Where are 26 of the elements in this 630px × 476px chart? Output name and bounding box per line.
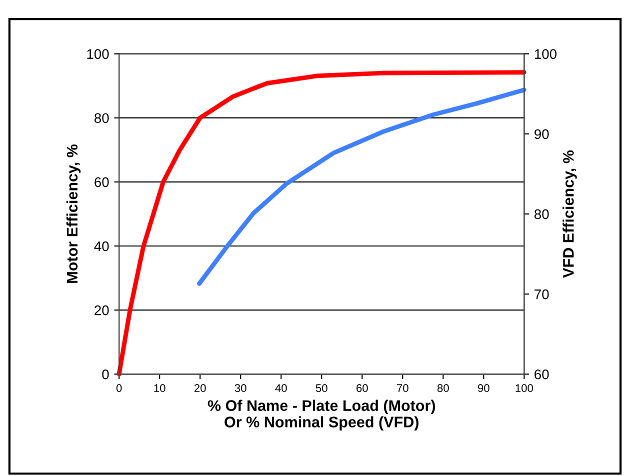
y-tick-label: 100 [87,49,109,59]
y-tick-label: 20 [94,305,109,316]
x-tick-label: 60 [356,384,368,392]
x-tick-label: 70 [397,384,408,392]
x-tick-label: 100 [516,384,533,392]
x-tick-label: 30 [234,384,246,392]
y2-axis-title: VFD Efficiency, % [562,150,577,278]
x-tick-label: 20 [194,384,206,392]
x-axis-title: % Of Name - Plate Load (Motor) Or % Nominal Speed (VFD) [208,400,436,430]
x-tick-label: 40 [275,384,287,392]
y-tick-label: 40 [94,241,109,252]
y2-tick-label: 90 [534,129,549,140]
y-tick-label: 60 [94,177,109,188]
x-tick-label: 50 [316,384,328,392]
y2-tick-label: 100 [534,49,557,59]
y-tick-label: 0 [102,369,109,380]
line-series [197,88,526,286]
x-tick-label: 90 [478,384,490,392]
y2-tick-label: 70 [534,289,549,300]
y2-tick-label: 80 [534,209,549,220]
x-tick-label: 0 [116,384,122,392]
y-axis-title: Motor Efficiency, % [66,144,81,283]
x-tick-label: 80 [437,384,449,392]
x-tick-label: 10 [154,384,166,392]
y2-tick-label: 60 [534,369,549,380]
y-tick-label: 80 [94,113,109,124]
